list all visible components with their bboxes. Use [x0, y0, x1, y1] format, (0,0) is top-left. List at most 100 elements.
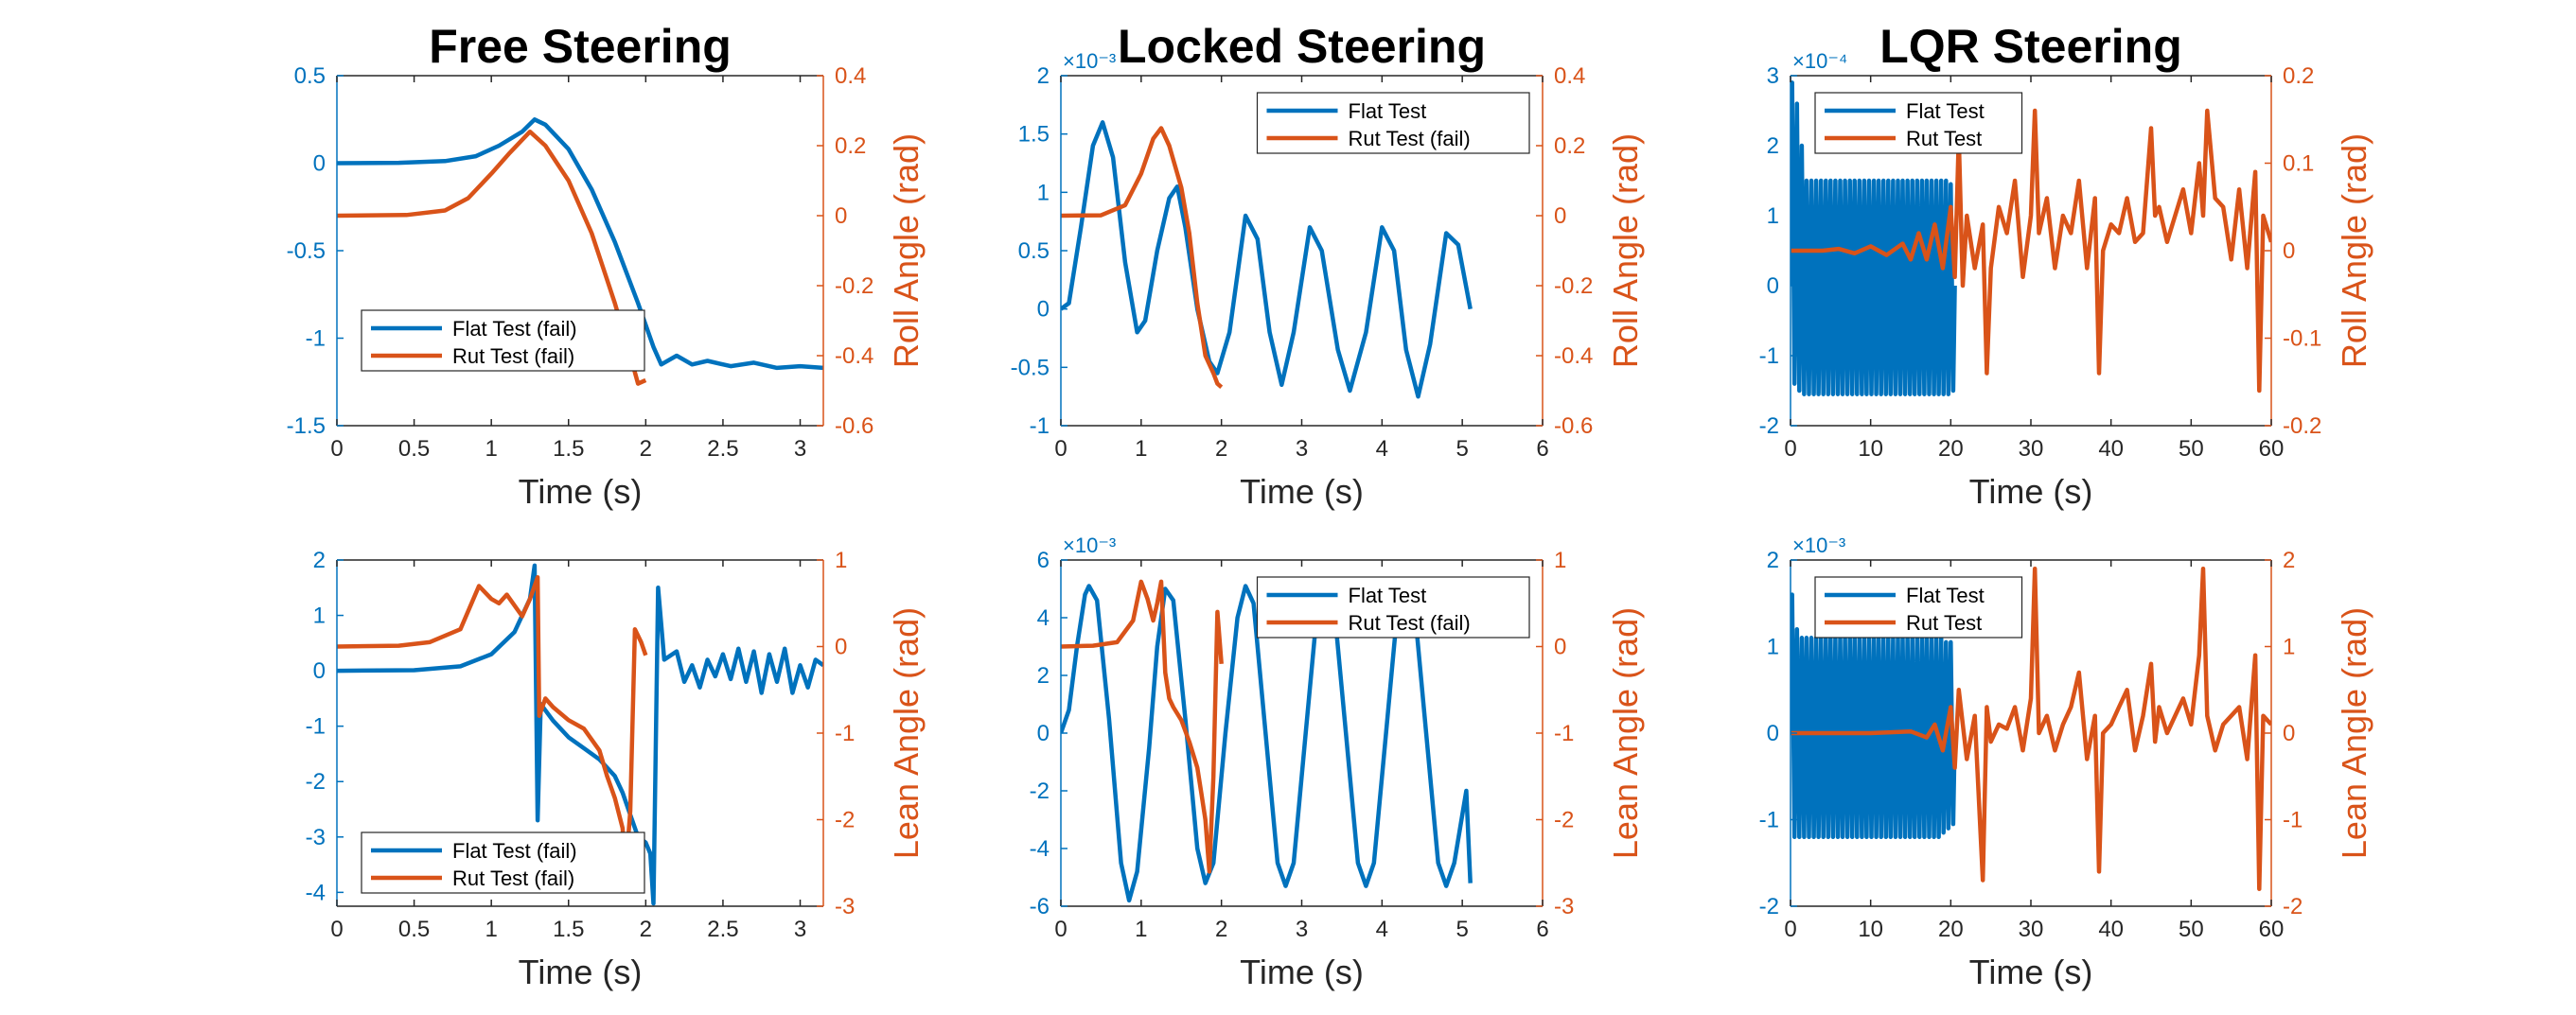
x-tick-label: 2.5 [707, 436, 738, 462]
legend-box [1814, 92, 2023, 154]
left-y-tick-label: 6 [1037, 548, 1050, 573]
x-tick-label: 50 [2179, 436, 2204, 462]
legend-box [1256, 92, 1530, 154]
right-y-tick-label: -1 [835, 721, 855, 746]
x-tick-label: 3 [794, 917, 806, 942]
x-tick-label: 0 [330, 436, 343, 462]
x-tick-label: 30 [2019, 917, 2044, 942]
panel-free-steering-roll: 0 0.5 1 1.5 2 2.5 3 -1.5 -1 -0.5 0 0.5 -0.6 -0.4 -0.2 0… [287, 20, 926, 511]
left-y-tick-label: -1 [306, 326, 326, 352]
legend-label: Rut Test [1906, 611, 1982, 635]
left-y-tick-label: 4 [1037, 605, 1050, 631]
x-tick-label: 1 [1135, 917, 1147, 942]
right-y-axis-label: Lean Angle (rad) [2335, 607, 2373, 859]
left-y-tick-label: 0.5 [1018, 238, 1050, 264]
series-line-rut-test-fail [1061, 126, 1224, 390]
x-tick-label: 10 [1858, 436, 1883, 462]
x-axis-label: Time (s) [1240, 953, 1364, 991]
legend: Flat Test (fail) Rut Test (fail) [361, 309, 645, 372]
left-y-tick-label: -1 [1030, 413, 1050, 439]
left-y-tick-label: -1 [1759, 343, 1779, 369]
left-y-tick-label: 0 [1767, 721, 1779, 746]
x-tick-label: 0.5 [398, 917, 430, 942]
chart-title: Free Steering [429, 20, 732, 73]
x-tick-label: 0 [1784, 917, 1796, 942]
left-y-tick-label: -6 [1030, 894, 1050, 919]
x-tick-label: 40 [2098, 436, 2124, 462]
right-y-tick-label: 0.2 [2283, 63, 2314, 89]
x-tick-label: 10 [1858, 917, 1883, 942]
x-tick-label: 20 [1938, 917, 1964, 942]
legend-label: Flat Test (fail) [452, 839, 577, 863]
right-y-axis-label: Roll Angle (rad) [2335, 133, 2373, 368]
x-tick-label: 4 [1376, 436, 1388, 462]
x-tick-label: 50 [2179, 917, 2204, 942]
left-y-tick-label: 0 [1037, 297, 1050, 323]
left-y-tick-label: 0 [313, 658, 326, 684]
left-y-tick-label: 3 [1767, 63, 1779, 89]
left-y-tick-label: 1 [1767, 203, 1779, 229]
x-tick-label: 3 [1296, 436, 1308, 462]
legend-label: Rut Test [1906, 127, 1982, 150]
left-y-tick-label: 1 [1767, 635, 1779, 660]
y-exponent-label: ×10⁻³ [1063, 49, 1116, 73]
legend-box [361, 309, 645, 372]
left-y-tick-label: -0.5 [1011, 355, 1050, 380]
right-y-tick-label: 0.4 [835, 63, 866, 89]
x-tick-label: 0 [1054, 917, 1067, 942]
panel-locked-steering-roll: 0 1 2 3 4 5 6 -1 -0.5 0 0.5 1 1.5 2 -0.6 -0.4 -0.2 0 0.2 0.… [1011, 20, 1645, 511]
x-tick-label: 0 [330, 917, 343, 942]
right-y-tick-label: 0 [2283, 238, 2295, 264]
right-y-tick-label: 0 [835, 203, 847, 229]
right-y-tick-label: -2 [1554, 808, 1574, 833]
right-y-tick-label: 1 [2283, 635, 2295, 660]
x-tick-label: 0 [1054, 436, 1067, 462]
x-axis-label: Time (s) [519, 472, 643, 511]
right-y-tick-label: -0.2 [835, 273, 873, 299]
series-line-flat-test [1061, 120, 1473, 399]
right-y-tick-label: 0.1 [2283, 151, 2314, 177]
right-y-tick-label: 0.4 [1554, 63, 1585, 89]
series-line-rut-test [1791, 566, 2271, 891]
x-tick-label: 60 [2259, 436, 2285, 462]
left-y-tick-label: -3 [306, 825, 326, 850]
legend-label: Flat Test [1906, 99, 1985, 123]
series-line-rut-test-fail [337, 575, 648, 874]
x-tick-label: 60 [2259, 917, 2285, 942]
x-tick-label: 2.5 [707, 917, 738, 942]
x-tick-label: 0 [1784, 436, 1796, 462]
legend-label: Flat Test [1906, 584, 1985, 607]
right-y-tick-label: -0.2 [2283, 413, 2321, 439]
legend: Flat Test Rut Test [1814, 92, 2023, 154]
left-y-tick-label: 2 [1767, 548, 1779, 573]
right-y-tick-label: -0.6 [1554, 413, 1593, 439]
panel-lqr-steering-roll: 0 10 20 30 40 50 60 -2 -1 0 1 2 3 -0.2 -0.1 0 0.1 0.2 ×10⁻… [1759, 20, 2373, 511]
legend-label: Rut Test (fail) [1349, 127, 1471, 150]
left-y-tick-label: -1.5 [287, 413, 326, 439]
x-tick-label: 1 [485, 917, 497, 942]
left-y-tick-label: 0 [313, 151, 326, 177]
legend-box [1814, 576, 2023, 639]
left-y-tick-label: -0.5 [287, 238, 326, 264]
x-tick-label: 3 [794, 436, 806, 462]
x-tick-label: 30 [2019, 436, 2044, 462]
legend-label: Rut Test (fail) [1349, 611, 1471, 635]
right-y-tick-label: -3 [835, 894, 855, 919]
series-line-flat-test [1791, 80, 1957, 396]
right-y-tick-label: -0.6 [835, 413, 873, 439]
left-y-tick-label: -4 [306, 880, 326, 905]
legend-box [1256, 576, 1530, 639]
left-y-tick-label: 0 [1037, 721, 1050, 746]
left-y-tick-label: 1 [313, 604, 326, 629]
right-y-axis-label: Lean Angle (rad) [887, 607, 926, 859]
left-y-tick-label: 0 [1767, 273, 1779, 299]
series-line-rut-test [1791, 108, 2271, 394]
legend: Flat Test Rut Test (fail) [1256, 92, 1530, 154]
x-tick-label: 2 [1215, 917, 1227, 942]
series-line-flat-test-fail [337, 563, 823, 906]
right-y-axis-label: Lean Angle (rad) [1606, 607, 1645, 859]
right-y-tick-label: 1 [835, 548, 847, 573]
